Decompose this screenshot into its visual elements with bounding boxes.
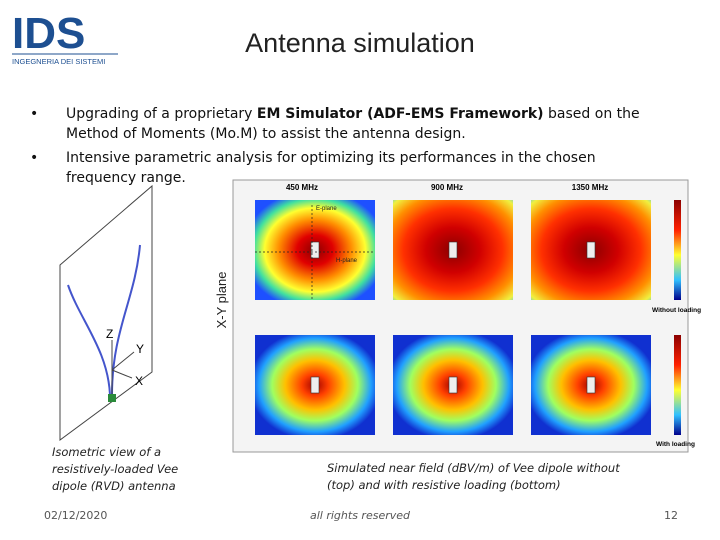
caption: Simulated near field (dBV/m) of Vee dipo… [327,461,620,492]
plane-label: H-plane [336,258,358,264]
field-map [310,376,320,394]
plane-axis-label: X-Y plane [214,272,229,329]
slide-title: Antenna simulation [245,28,475,58]
caption: Isometric view of a resistively-loaded V… [52,445,179,493]
bullet-text: Upgrading of a proprietary [66,106,257,122]
field-map [448,241,458,259]
bullet-bold: EM Simulator (ADF-EMS Framework) [256,106,544,122]
page-number: 12 [664,509,678,522]
row-label: Without loading [652,307,701,314]
frequency-label: 450 MHz [286,183,318,192]
logo-subtitle: INGEGNERIA DEI SISTEMI [12,57,105,66]
frequency-label: 900 MHz [431,183,463,192]
bullet-text: Intensive parametric analysis for optimi… [66,150,596,186]
field-map [448,376,458,394]
field-maps: 450 MHz 900 MHz 1350 MHz E-plane H-plane… [232,179,701,453]
frequency-label: 1350 MHz [572,183,608,192]
axis-label: X [135,374,143,388]
bullet-text: based on the Method of Moments (Mo.M) to… [66,106,640,142]
footer-center: all rights reserved [310,509,410,522]
bullet: • Intensive parametric analysis for opti… [30,148,640,188]
field-map [310,241,320,259]
field-map [586,376,596,394]
footer-date: 02/12/2020 [44,509,108,522]
bullet: • Upgrading of a proprietary EM Simulato… [30,106,640,142]
antenna-view: Z Y X [59,184,153,441]
plane-label: E-plane [316,206,337,212]
axis-label: Z [106,327,113,341]
axis-label: Y [136,342,144,356]
row-label: With loading [656,441,695,448]
logo-box [6,4,122,68]
field-map [586,241,596,259]
logo-name: IDS [12,9,85,58]
